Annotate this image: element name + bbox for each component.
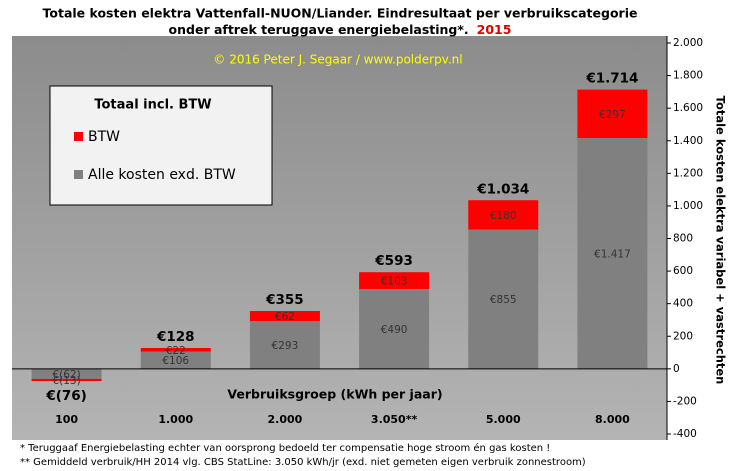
bar-segment: [577, 89, 648, 138]
value-label: €855: [490, 294, 517, 306]
y-tick-label: 1.800: [673, 70, 703, 82]
y-tick-label: 1.000: [673, 200, 703, 212]
bar-segment: [140, 351, 211, 369]
title-year: 2015: [477, 22, 512, 37]
value-label: €297: [599, 109, 626, 121]
y-tick-label: -200: [673, 395, 697, 407]
x-tick-label: 3.050**: [371, 413, 418, 426]
y-tick-label: 1.200: [673, 167, 703, 179]
bar-segment: [359, 289, 430, 369]
value-label: €62: [275, 311, 295, 323]
legend-swatch: [74, 170, 83, 179]
total-label: €(76): [45, 388, 87, 404]
bar-segment: [249, 310, 320, 322]
total-label: €128: [156, 329, 195, 345]
y-tick-label: 1.600: [673, 102, 703, 114]
legend-title: Totaal incl. BTW: [94, 98, 211, 113]
value-label: €293: [272, 340, 299, 352]
note: ** Gemiddeld verbruik/HH 2014 vlg. CBS S…: [20, 457, 586, 468]
bar-segment: [577, 137, 648, 369]
note: * Teruggaaf Energiebelasting echter van …: [20, 442, 550, 454]
bar-segment: [249, 321, 320, 369]
bar-segment: [140, 347, 211, 352]
value-label: €1.417: [594, 248, 631, 260]
title-text: onder aftrek teruggave energiebelasting*…: [169, 22, 469, 37]
y-tick-label: 1.400: [673, 135, 703, 147]
x-tick-label: 100: [55, 413, 78, 426]
y-tick-label: 2.000: [673, 37, 703, 49]
y-tick-label: 400: [673, 298, 693, 310]
bar-segment: [359, 272, 430, 290]
bar-segment: [468, 229, 539, 369]
total-label: €593: [374, 253, 413, 269]
legend-label: BTW: [88, 129, 120, 145]
y-tick-label: -400: [673, 428, 697, 440]
value-label: €106: [162, 355, 189, 367]
value-label: €22: [166, 345, 186, 357]
bar-segment: [468, 200, 539, 230]
bar-segment: [31, 378, 102, 382]
y-tick-label: 200: [673, 330, 693, 342]
value-label: €180: [490, 210, 517, 222]
y-tick-label: 800: [673, 233, 693, 245]
legend-box: [49, 85, 273, 206]
total-label: €1.714: [585, 71, 638, 87]
x-tick-label: 2.000: [268, 413, 303, 426]
x-tick-label: 1.000: [158, 413, 193, 426]
value-label: €103: [381, 276, 408, 288]
title-line: onder aftrek teruggave energiebelasting*…: [169, 22, 512, 37]
y-axis-label: Totale kosten elektra variabel + vastrec…: [714, 96, 728, 385]
value-label: €(13): [52, 375, 80, 387]
x-axis-label: Verbruiksgroep (kWh per jaar): [227, 387, 442, 402]
legend-swatch: [74, 132, 83, 141]
bar-segment: [31, 368, 102, 379]
x-tick-label: 8.000: [595, 413, 630, 426]
total-label: €355: [265, 292, 304, 308]
y-tick-label: 0: [673, 363, 680, 375]
subtitle: © 2016 Peter J. Segaar / www.polderpv.nl: [213, 53, 462, 67]
x-tick-label: 5.000: [486, 413, 521, 426]
y-tick-label: 600: [673, 265, 693, 277]
value-label: €490: [381, 324, 408, 336]
legend-label: Alle kosten exd. BTW: [88, 167, 236, 183]
total-label: €1.034: [476, 181, 529, 197]
value-label: €(62): [52, 369, 80, 381]
title-line: Totale kosten elektra Vattenfall-NUON/Li…: [43, 6, 638, 21]
